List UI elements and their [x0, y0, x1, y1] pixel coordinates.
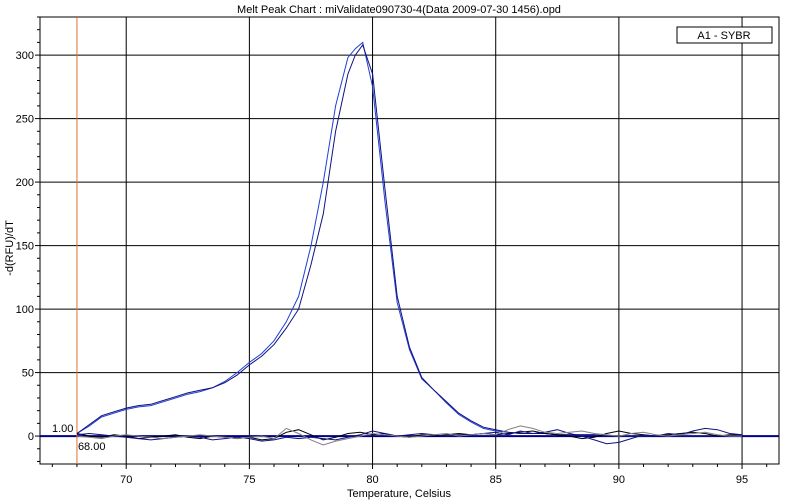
x-tick-label: 90 — [613, 474, 625, 486]
x-tick-label: 95 — [736, 474, 748, 486]
y-axis-label: -d(RFU)/dT — [4, 220, 16, 276]
y-tick-label: 300 — [16, 50, 34, 62]
y-tick-label: 50 — [22, 368, 34, 380]
axis-layer: 70 75 80 85 90 95 0 50 100 150 200 250 300 — [16, 16, 768, 486]
x-tick-label: 80 — [366, 474, 378, 486]
y-tick-label: 100 — [16, 304, 34, 316]
y-tick-label: 0 — [28, 431, 34, 443]
x-axis-label: Temperature, Celsius — [347, 488, 451, 500]
legend-frame — [676, 26, 773, 44]
y-tick-label: 150 — [16, 241, 34, 253]
x-tick-label: 75 — [243, 474, 255, 486]
marks-layer: 1.00 68.00 — [40, 17, 779, 464]
series-line-2 — [76, 43, 742, 437]
chart-title: Melt Peak Chart : miValidate090730-4(Dat… — [237, 4, 561, 16]
threshold-label: 1.00 — [52, 423, 73, 435]
y-tick-label: 200 — [16, 177, 34, 189]
y-tick-label: 250 — [16, 114, 34, 126]
legend-entry-a1-sybr: A1 - SYBR — [697, 30, 750, 42]
legend: A1 - SYBR — [676, 26, 773, 44]
plot-frame — [39, 16, 780, 465]
x-tick-label: 70 — [120, 474, 132, 486]
series-line-5 — [76, 425, 742, 446]
temperature-marker-label: 68.00 — [78, 441, 106, 453]
grid-layer — [39, 16, 780, 465]
x-tick-label: 85 — [490, 474, 502, 486]
